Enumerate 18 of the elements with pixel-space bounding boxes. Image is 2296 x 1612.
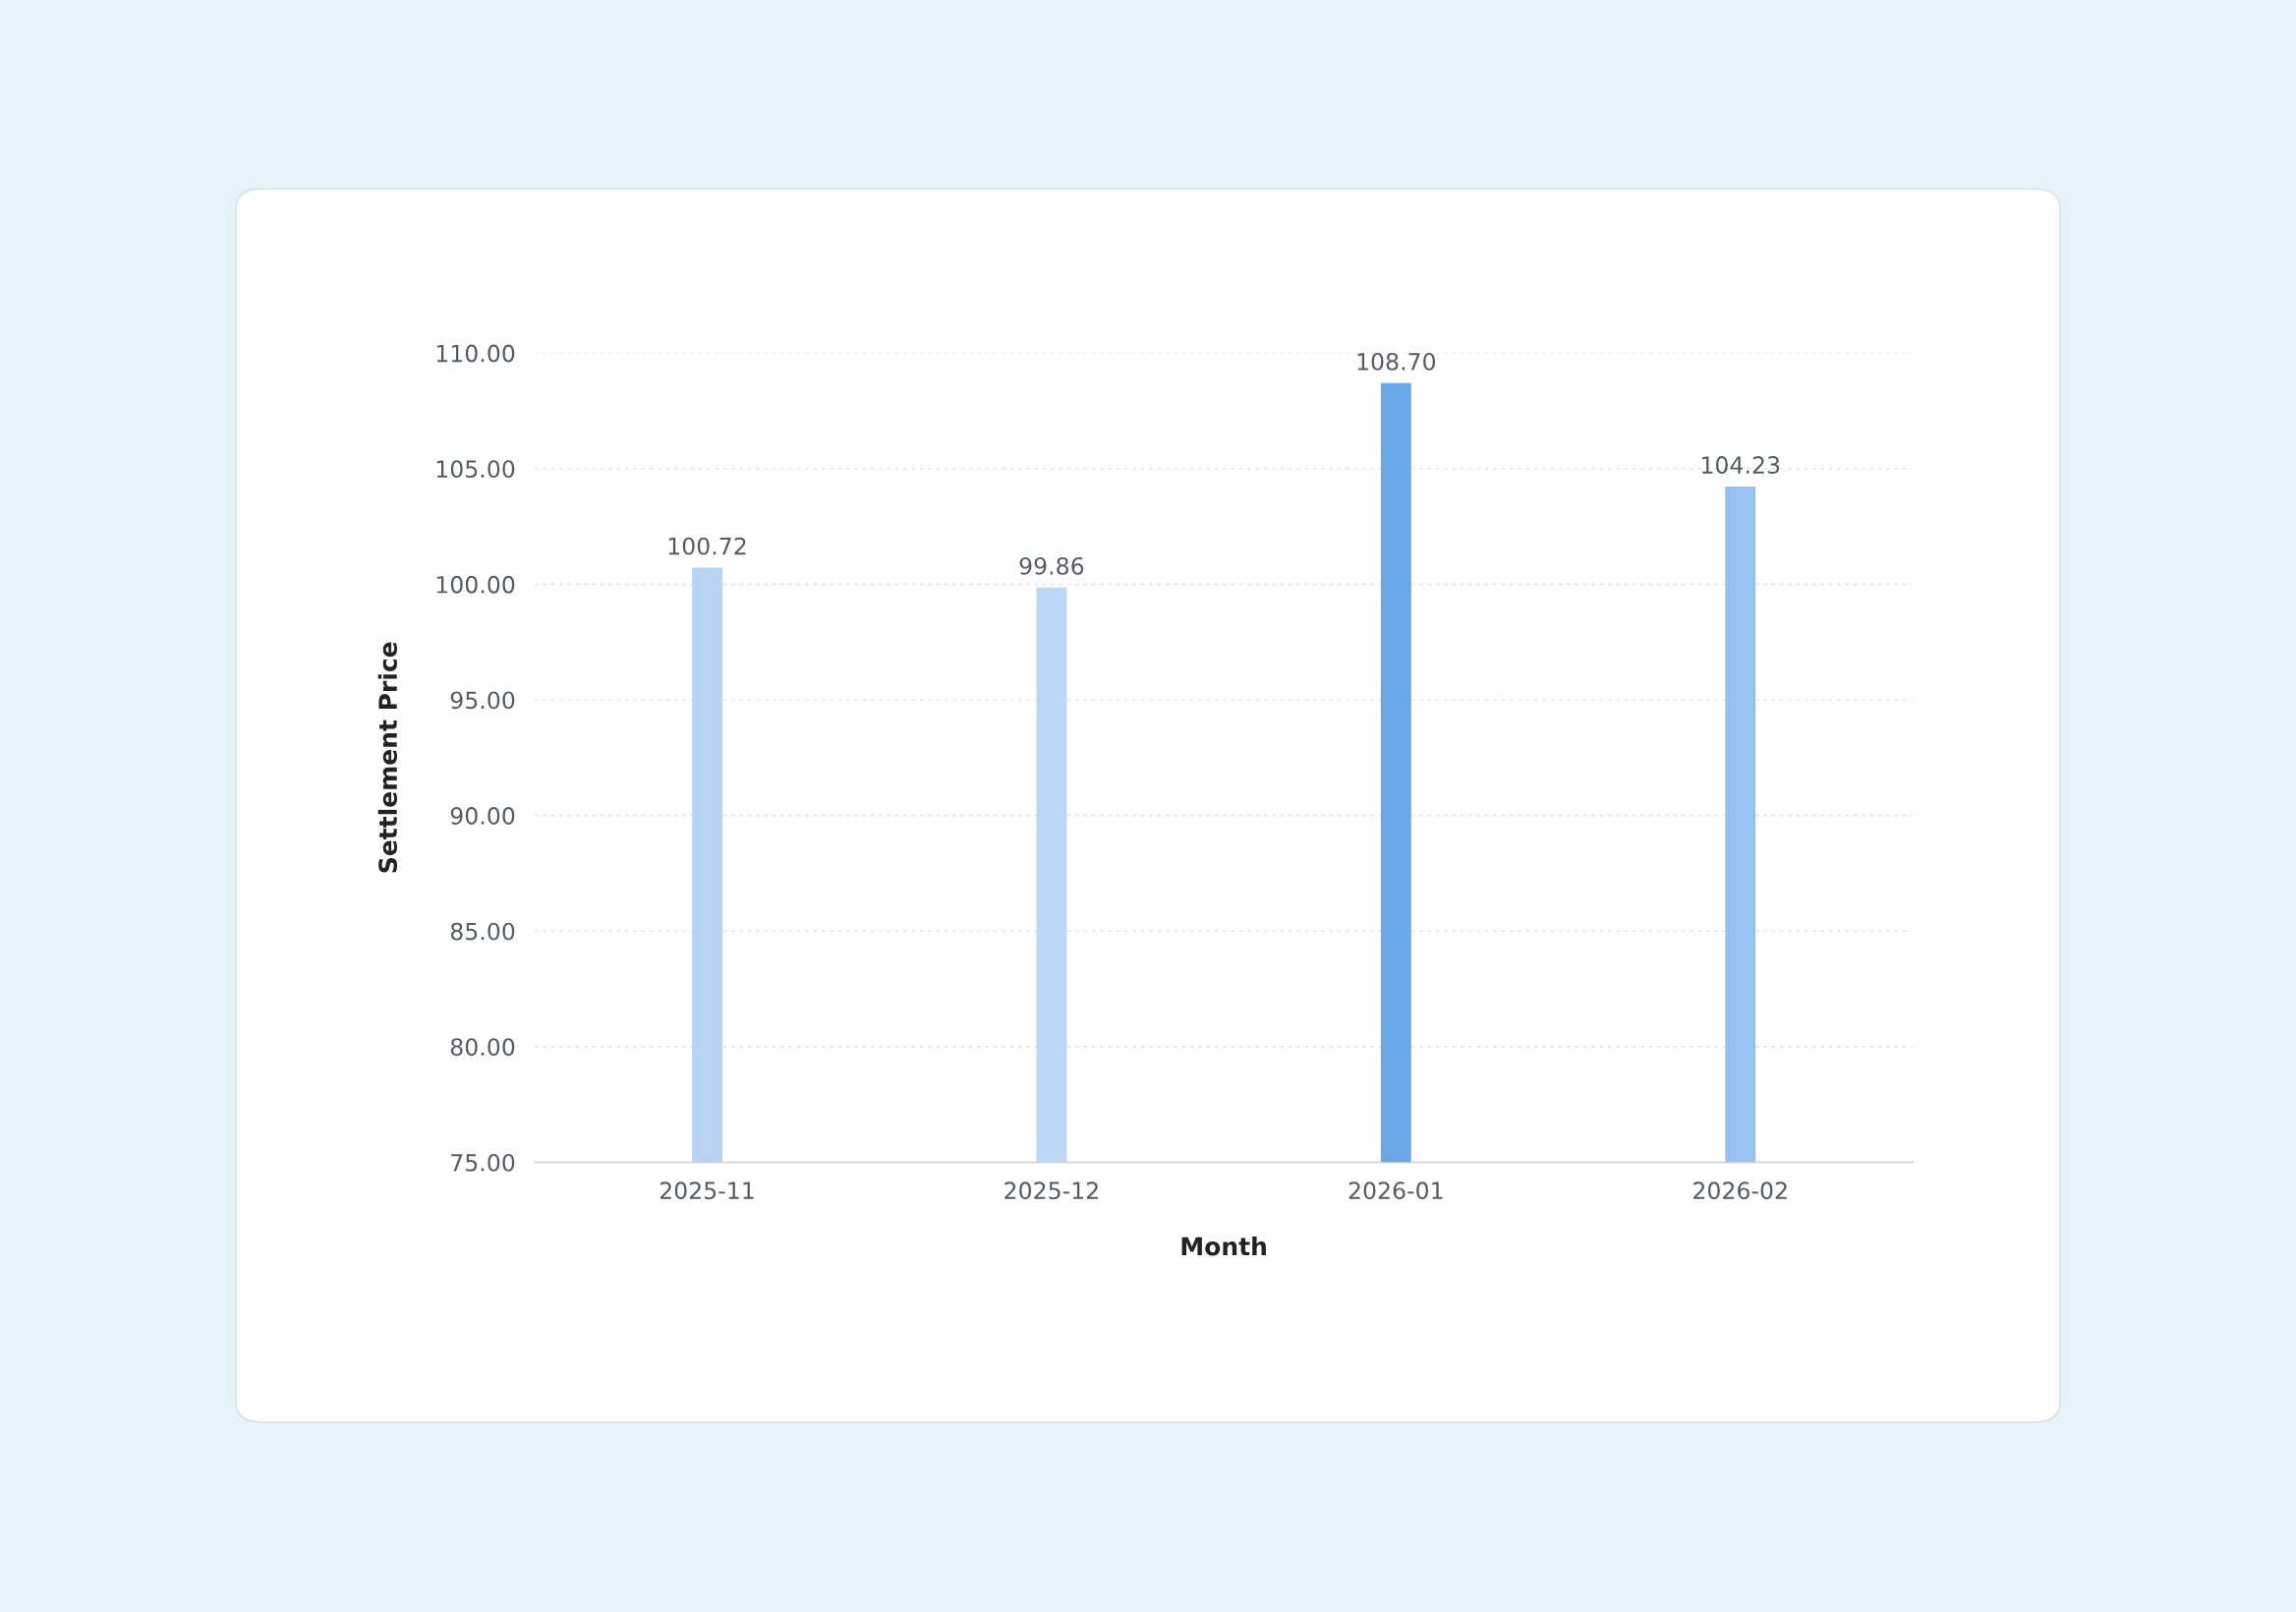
y-tick-label: 85.00: [450, 922, 515, 941]
y-axis-title: Settlement Price: [377, 642, 398, 873]
y-tick-label: 95.00: [450, 691, 515, 710]
y-tick-label: 105.00: [436, 460, 515, 479]
x-tick-label: 2026-02: [1693, 1181, 1787, 1200]
data-label: 108.70: [1357, 352, 1436, 371]
x-tick-label: 2025-12: [1004, 1181, 1098, 1200]
x-tick-label: 2026-01: [1349, 1181, 1443, 1200]
x-axis-title: Month: [1181, 1237, 1266, 1256]
y-tick-label: 100.00: [436, 575, 515, 594]
y-tick-label: 90.00: [450, 807, 515, 825]
data-label: 104.23: [1701, 456, 1780, 474]
data-label: 100.72: [668, 537, 746, 555]
data-label: 99.86: [1019, 556, 1084, 575]
x-tick-label: 2025-11: [660, 1181, 754, 1200]
y-tick-label: 110.00: [436, 344, 515, 363]
y-tick-label: 75.00: [451, 1153, 515, 1172]
y-tick-label: 80.00: [450, 1038, 515, 1057]
